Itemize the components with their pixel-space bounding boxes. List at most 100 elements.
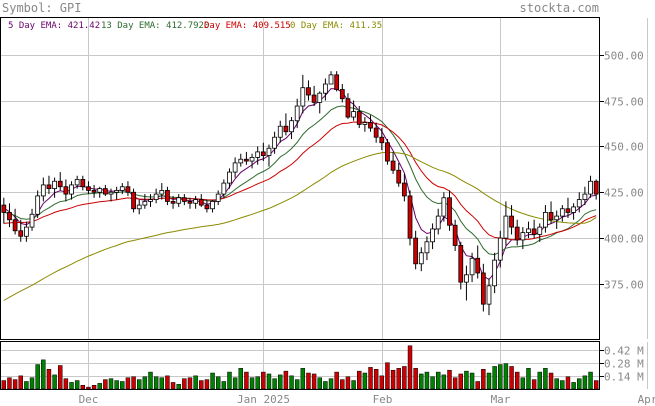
candle-body — [576, 199, 582, 208]
axis-layer: 500.00 475.00 450.00 425.00 400.00 375.00 Dec J… — [79, 50, 655, 406]
volume-bar — [413, 368, 418, 390]
candle-body — [260, 151, 266, 156]
candle-body — [210, 201, 215, 210]
volume-bar — [464, 370, 469, 390]
volume-bar — [176, 384, 181, 390]
volume-bar — [193, 375, 198, 390]
volume-bar — [46, 369, 52, 390]
candle-body — [18, 230, 24, 237]
candle-body — [159, 190, 165, 195]
candle-body — [458, 245, 464, 283]
candle-body — [221, 182, 227, 195]
volume-bar — [18, 375, 23, 390]
volume-bar — [526, 368, 531, 390]
candle-body — [69, 184, 74, 195]
candle-body — [543, 212, 548, 228]
candle-body — [588, 180, 593, 195]
candle-body — [52, 180, 57, 189]
candle-body — [114, 190, 120, 193]
volume-bar — [317, 377, 322, 390]
candle-body — [475, 257, 481, 274]
candle-body — [311, 94, 317, 103]
candle-body — [97, 188, 103, 193]
candle-body — [266, 147, 272, 156]
volume-bar — [593, 380, 599, 390]
candle-body — [40, 184, 46, 197]
candle-body — [46, 184, 52, 189]
volume-bar — [221, 381, 227, 390]
volume-bar — [435, 371, 441, 390]
candle-body — [187, 201, 193, 204]
volume-bar — [452, 377, 458, 390]
month-tick-label: Apr — [638, 393, 655, 406]
volume-tick-label: 0.42 M — [604, 345, 644, 358]
candle-body — [520, 232, 526, 241]
volume-bar — [560, 380, 565, 390]
volume-tick-label: 0.28 M — [604, 358, 644, 371]
candle-body — [328, 74, 334, 85]
volume-bar — [328, 378, 334, 390]
volume-bar — [458, 373, 464, 390]
volume-bar — [148, 371, 153, 390]
site-label: stockta.com — [520, 1, 599, 15]
volume-bar — [498, 364, 503, 390]
candle-body — [441, 197, 447, 217]
legend-ema-21: Day EMA: 409.515 — [204, 21, 291, 31]
volume-bar — [441, 374, 447, 390]
candle-body — [418, 252, 424, 265]
volume-bar — [74, 380, 80, 390]
volume-bar — [238, 368, 243, 390]
volume-bar — [357, 370, 362, 390]
volume-bar — [373, 369, 379, 390]
volume-bar — [340, 379, 345, 390]
candle-body — [277, 125, 283, 138]
candle-body — [306, 87, 311, 96]
volume-bar — [232, 377, 238, 390]
volume-bar — [41, 359, 46, 390]
candle-body — [289, 120, 294, 133]
candle-body — [193, 199, 199, 204]
price-tick-label: 500.00 — [604, 50, 644, 63]
volume-bar — [272, 378, 277, 390]
candle-body — [86, 186, 91, 191]
volume-bar — [407, 345, 413, 390]
candle-body — [227, 171, 232, 184]
candle-body — [401, 182, 407, 197]
volume-bar — [52, 374, 57, 390]
volume-bar — [58, 365, 63, 390]
volume-bar — [283, 370, 289, 390]
volume-bar — [486, 372, 492, 390]
volume-bar — [582, 375, 588, 390]
month-tick-label: Dec — [79, 393, 99, 406]
candle-layer — [1, 71, 599, 316]
volume-bar — [120, 381, 125, 390]
candle-body — [255, 151, 261, 158]
month-tick-label: Jan 2025 — [237, 393, 290, 406]
volume-bar — [86, 386, 91, 390]
volume-bar — [475, 381, 480, 390]
volume-bar — [543, 368, 548, 390]
candle-body — [119, 186, 125, 191]
volume-panel-frame — [0, 341, 600, 390]
volume-bar — [69, 382, 74, 390]
candle-body — [447, 197, 452, 226]
candle-body — [424, 241, 430, 254]
candle-body — [368, 122, 373, 129]
candle-body — [571, 206, 576, 213]
candle-body — [469, 257, 475, 276]
month-tick-label: Mar — [491, 393, 511, 406]
candle-body — [165, 190, 170, 202]
volume-bar — [548, 372, 554, 390]
candle-body — [497, 237, 503, 261]
volume-bar — [306, 372, 311, 390]
volume-bar — [537, 371, 542, 390]
candle-body — [198, 199, 204, 206]
volume-bar — [187, 377, 193, 390]
volume-bar — [345, 376, 351, 390]
candle-body — [142, 201, 148, 206]
frame-layer — [0, 17, 600, 390]
legend-ema-50: 0 Day EMA: 411.35 — [290, 21, 382, 31]
candle-body — [396, 169, 402, 184]
